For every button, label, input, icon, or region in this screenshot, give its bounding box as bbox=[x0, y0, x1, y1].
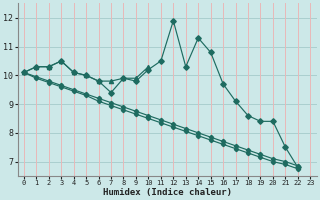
X-axis label: Humidex (Indice chaleur): Humidex (Indice chaleur) bbox=[103, 188, 232, 197]
